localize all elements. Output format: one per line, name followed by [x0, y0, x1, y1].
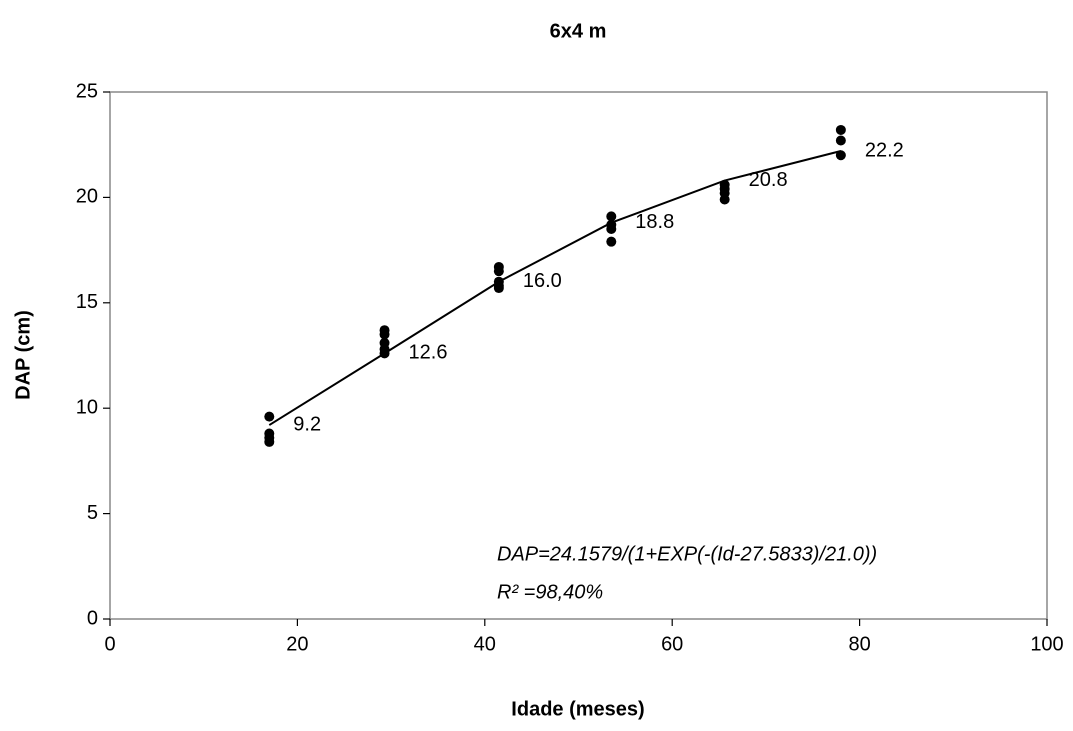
value-label: 16.0 — [523, 270, 562, 292]
y-tick-label: 15 — [76, 291, 98, 313]
x-tick-label: 100 — [1030, 633, 1063, 655]
x-tick-label: 20 — [286, 633, 308, 655]
data-point — [264, 436, 275, 447]
x-tick-label: 80 — [848, 633, 870, 655]
x-tick-label: 40 — [474, 633, 496, 655]
r-squared: R² =98,40% — [497, 581, 603, 603]
x-tick-label: 0 — [104, 633, 115, 655]
data-point — [835, 135, 846, 146]
y-tick-label: 10 — [76, 396, 98, 418]
data-point — [493, 266, 504, 277]
value-label: 22.2 — [865, 139, 904, 161]
data-point — [493, 283, 504, 294]
data-point — [264, 411, 275, 422]
data-point — [606, 211, 617, 222]
value-label: 20.8 — [749, 169, 788, 191]
chart-title: 6x4 m — [550, 20, 607, 42]
y-axis-label: DAP (cm) — [12, 310, 34, 400]
plot-frame — [109, 91, 1048, 620]
y-tick-label: 20 — [76, 186, 98, 208]
y-tick-label: 0 — [87, 607, 98, 629]
value-label: 18.8 — [635, 211, 674, 233]
data-point — [379, 329, 390, 340]
x-tick-label: 60 — [661, 633, 683, 655]
data-point — [719, 194, 730, 205]
y-tick-label: 25 — [76, 80, 98, 102]
data-point — [606, 236, 617, 247]
fit-line — [268, 150, 842, 426]
y-tick-label: 5 — [87, 502, 98, 524]
value-label: 9.2 — [293, 413, 321, 435]
data-point — [835, 124, 846, 135]
value-label: 12.6 — [409, 342, 448, 364]
data-point — [606, 224, 617, 235]
equation: DAP=24.1579/(1+EXP(-(Id-27.5833)/21.0)) — [497, 543, 877, 565]
x-axis-label: Idade (meses) — [511, 698, 644, 720]
data-point — [835, 150, 846, 161]
